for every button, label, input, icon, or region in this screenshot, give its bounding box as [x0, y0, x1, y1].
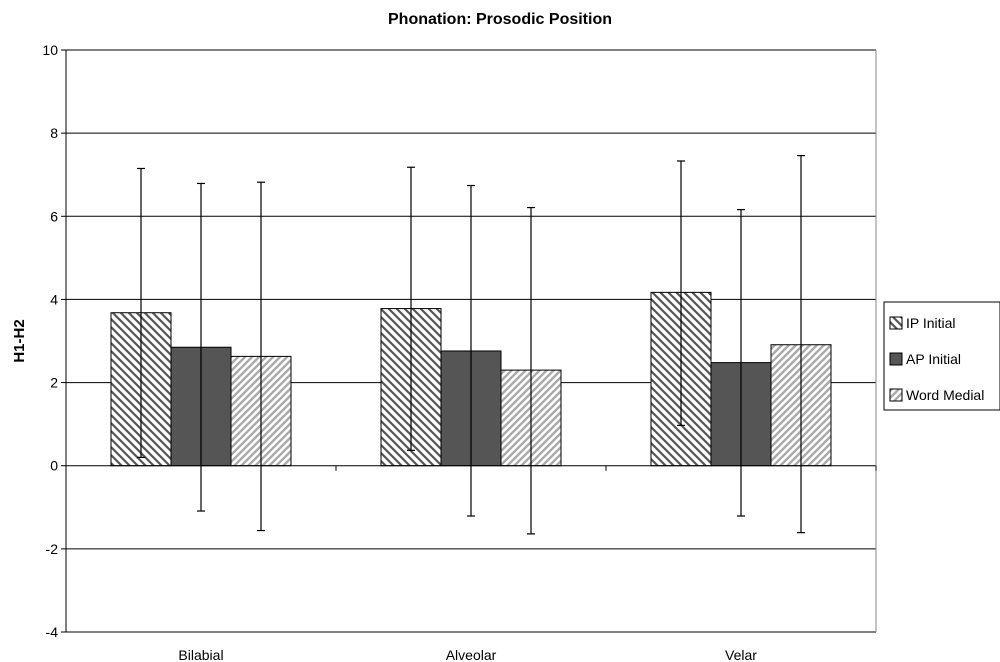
y-axis-ticks: -4 -2 0 2 4 6 8 10 [42, 42, 66, 640]
legend: IP Initial AP Initial Word Medial [883, 301, 1000, 411]
axes [65, 50, 877, 632]
legend-swatch [889, 388, 903, 402]
legend-label: IP Initial [906, 315, 956, 331]
y-tick-label: 6 [50, 208, 58, 224]
legend-label: AP Initial [906, 351, 961, 367]
y-tick-label: 8 [50, 125, 58, 141]
legend-box [883, 301, 1000, 411]
y-tick-label: 10 [42, 42, 58, 58]
chart-title: Phonation: Prosodic Position [388, 11, 612, 28]
x-tick-label: Bilabial [178, 647, 223, 662]
x-axis-ticks: Bilabial Alveolar Velar [178, 647, 757, 662]
y-tick-label: 4 [50, 291, 58, 307]
x-tick-label: Alveolar [446, 647, 497, 662]
y-tick-label: -2 [46, 541, 59, 557]
x-tick-label: Velar [725, 647, 757, 662]
y-axis-label: H1-H2 [11, 319, 28, 362]
y-tick-label: 0 [50, 458, 58, 474]
legend-swatch [889, 352, 903, 366]
y-tick-label: -4 [46, 624, 59, 640]
legend-label: Word Medial [906, 387, 984, 403]
y-tick-label: 2 [50, 375, 58, 391]
error-bars [137, 154, 805, 535]
legend-swatch [889, 316, 903, 330]
